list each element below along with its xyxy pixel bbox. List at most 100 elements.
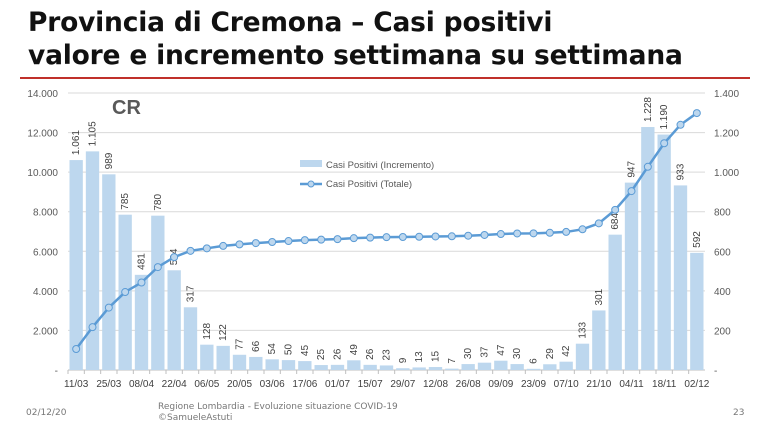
left-axis-tick-label: 12.000 — [27, 129, 58, 140]
chart-annotation: CR — [112, 97, 141, 119]
line-point — [349, 234, 358, 243]
bar — [657, 134, 671, 370]
x-axis-tick-label: 08/04 — [129, 379, 154, 390]
bar-data-label: 45 — [300, 345, 311, 357]
bar — [412, 367, 426, 370]
title-divider — [20, 77, 750, 79]
line-point — [415, 232, 424, 241]
x-axis-tick-label: 23/09 — [521, 379, 546, 390]
bar — [232, 354, 247, 370]
left-axis-tick-label: 10.000 — [27, 168, 58, 179]
bar — [281, 360, 296, 370]
bar-data-label: 25 — [316, 348, 327, 360]
slide-title: Provincia di Cremona – Casi positivi val… — [28, 6, 683, 72]
bar — [249, 356, 263, 370]
bar — [85, 151, 100, 370]
bar-data-label: 933 — [676, 163, 687, 180]
bar — [363, 364, 377, 370]
x-axis-tick-label: 01/07 — [325, 379, 350, 390]
bar — [592, 310, 606, 370]
line-point — [186, 246, 195, 255]
x-axis-tick-label: 22/04 — [162, 379, 187, 390]
line-point — [202, 244, 211, 253]
x-axis-tick-label: 04/11 — [619, 379, 644, 390]
bar — [347, 360, 361, 370]
left-axis-tick-label: 8.000 — [33, 208, 58, 219]
right-axis-tick-label: 1.000 — [714, 168, 739, 179]
footer-source: Regione Lombardia - Evoluzione situazion… — [158, 402, 398, 424]
bar-data-label: 66 — [251, 340, 262, 352]
line-point — [153, 263, 162, 272]
bar-data-label: 989 — [104, 152, 115, 169]
left-axis-tick-label: 2.000 — [33, 326, 58, 337]
line-point — [219, 241, 228, 250]
bar-data-label: 23 — [382, 349, 393, 361]
bar — [673, 185, 688, 370]
bar — [265, 359, 279, 370]
legend-label-increment: Casi Positivi (Incremento) — [326, 160, 434, 171]
right-axis-tick-label: 200 — [714, 326, 731, 337]
footer-source-line-1: Regione Lombardia - Evoluzione situazion… — [158, 402, 398, 412]
bar-data-label: 77 — [235, 338, 246, 350]
bar-data-label: 30 — [512, 348, 523, 360]
line-point — [268, 238, 277, 247]
right-axis-tick-label: 800 — [714, 208, 731, 219]
bar — [494, 360, 508, 370]
bar — [330, 364, 345, 370]
line-point — [529, 229, 538, 238]
bar — [200, 344, 214, 370]
line-point — [594, 219, 603, 228]
line-point — [235, 240, 244, 249]
right-axis-tick-label: 400 — [714, 287, 731, 298]
right-axis-tick-label: 1.200 — [714, 129, 739, 140]
left-axis-tick-label: 4.000 — [33, 287, 58, 298]
bar — [608, 234, 622, 370]
bar-data-label: 37 — [480, 346, 491, 358]
line-point — [611, 205, 620, 214]
left-axis-tick-label: 6.000 — [33, 247, 58, 258]
right-axis-tick-label: - — [714, 366, 717, 377]
line-point — [333, 235, 342, 244]
line-point — [627, 187, 636, 196]
line-point — [72, 345, 81, 354]
bar-data-label: 47 — [496, 344, 507, 356]
bar-data-label: 317 — [186, 285, 197, 302]
left-axis-tick-label: 14.000 — [27, 89, 58, 100]
bar-data-label: 7 — [447, 358, 458, 364]
x-axis-tick-label: 11/03 — [64, 379, 89, 390]
bar-data-label: 780 — [153, 194, 164, 211]
line-point — [660, 139, 669, 148]
line-point — [464, 231, 473, 240]
x-axis-tick-label: 03/06 — [260, 379, 285, 390]
x-axis-tick-label: 12/08 — [423, 379, 448, 390]
bar-data-label: 947 — [627, 161, 638, 178]
title-line-1: Provincia di Cremona – Casi positivi — [28, 7, 553, 38]
bar-data-label: 592 — [692, 231, 703, 248]
bar — [298, 361, 312, 370]
footer-page-number: 23 — [733, 408, 745, 418]
bar-data-label: 42 — [561, 345, 572, 357]
bar-data-label: 481 — [137, 253, 148, 270]
bar — [445, 368, 459, 370]
left-axis-tick-label: - — [55, 366, 58, 377]
line-point — [137, 278, 146, 287]
x-axis-tick-label: 26/08 — [456, 379, 481, 390]
bar-data-label: 1.105 — [88, 121, 99, 146]
bar-data-label: 6 — [529, 358, 540, 364]
legend-swatch-marker — [307, 180, 315, 188]
footer-source-line-2: ©SamueleAstuti — [158, 413, 233, 423]
x-axis-tick-label: 25/03 — [96, 379, 121, 390]
line-point — [480, 230, 489, 239]
line-point — [643, 162, 652, 171]
bar — [134, 274, 149, 370]
bar — [428, 367, 443, 370]
bar — [641, 127, 655, 370]
x-axis-tick-label: 15/07 — [358, 379, 383, 390]
x-axis-tick-label: 07/10 — [554, 379, 579, 390]
bar-data-label: 122 — [218, 324, 229, 341]
bar — [559, 361, 573, 370]
bar-data-label: 785 — [120, 193, 131, 210]
bar-data-label: 301 — [594, 288, 605, 305]
line-point — [300, 236, 309, 245]
